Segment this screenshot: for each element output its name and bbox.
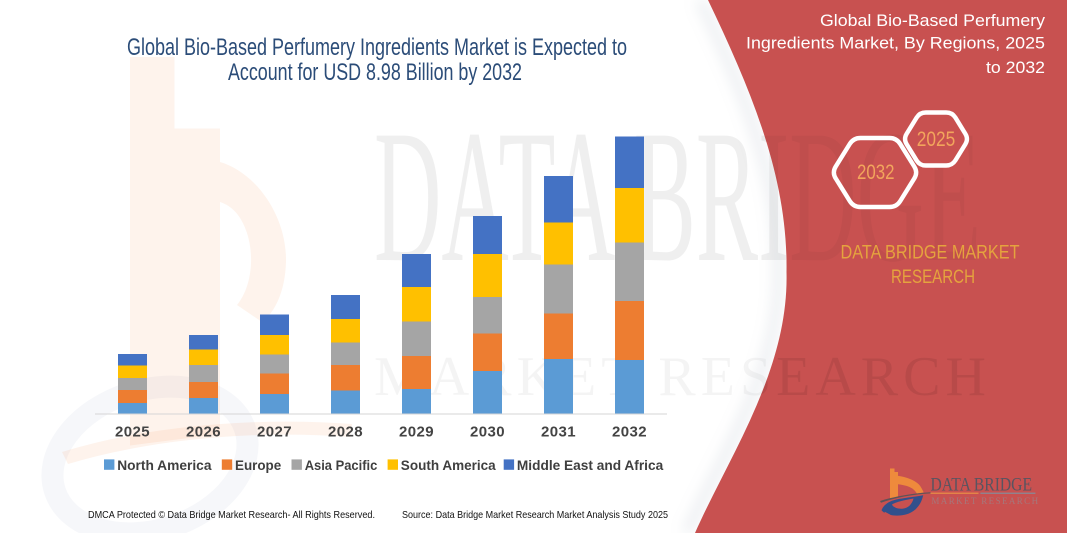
svg-text:2026: 2026 <box>186 424 221 441</box>
svg-text:Ingredients Market, By Regions: Ingredients Market, By Regions, 2025 <box>746 35 1045 53</box>
svg-text:2028: 2028 <box>328 424 363 441</box>
svg-text:2032: 2032 <box>857 161 895 184</box>
svg-text:2025: 2025 <box>917 128 956 151</box>
svg-text:2032: 2032 <box>612 424 647 441</box>
svg-text:DATA BRIDGE: DATA BRIDGE <box>931 474 1033 495</box>
svg-text:DATA BRIDGE MARKET: DATA BRIDGE MARKET <box>841 242 1020 264</box>
svg-text:2030: 2030 <box>470 424 505 441</box>
svg-text:2027: 2027 <box>257 424 292 441</box>
svg-text:Source: Data Bridge Market Res: Source: Data Bridge Market Research Mark… <box>402 509 668 521</box>
svg-text:DMCA Protected © Data Bridge M: DMCA Protected © Data Bridge Market Rese… <box>88 509 375 521</box>
svg-text:South America: South America <box>401 458 496 473</box>
svg-text:RESEARCH: RESEARCH <box>891 266 975 288</box>
svg-text:North America: North America <box>117 458 212 473</box>
svg-text:Global Bio-Based Perfumery: Global Bio-Based Perfumery <box>820 12 1046 30</box>
svg-text:Global Bio-Based Perfumery Ing: Global Bio-Based Perfumery Ingredients M… <box>127 34 627 61</box>
svg-text:2031: 2031 <box>541 424 576 441</box>
svg-text:2029: 2029 <box>399 424 434 441</box>
svg-text:Middle East and Africa: Middle East and Africa <box>517 458 664 473</box>
svg-text:2025: 2025 <box>115 424 150 441</box>
svg-text:to 2032: to 2032 <box>986 59 1045 77</box>
svg-text:Account for USD 8.98 Billion b: Account for USD 8.98 Billion by 2032 <box>228 59 522 86</box>
svg-text:Asia Pacific: Asia Pacific <box>305 458 378 473</box>
svg-text:MARKET RESEARCH: MARKET RESEARCH <box>931 496 1039 506</box>
svg-text:Europe: Europe <box>235 458 282 473</box>
